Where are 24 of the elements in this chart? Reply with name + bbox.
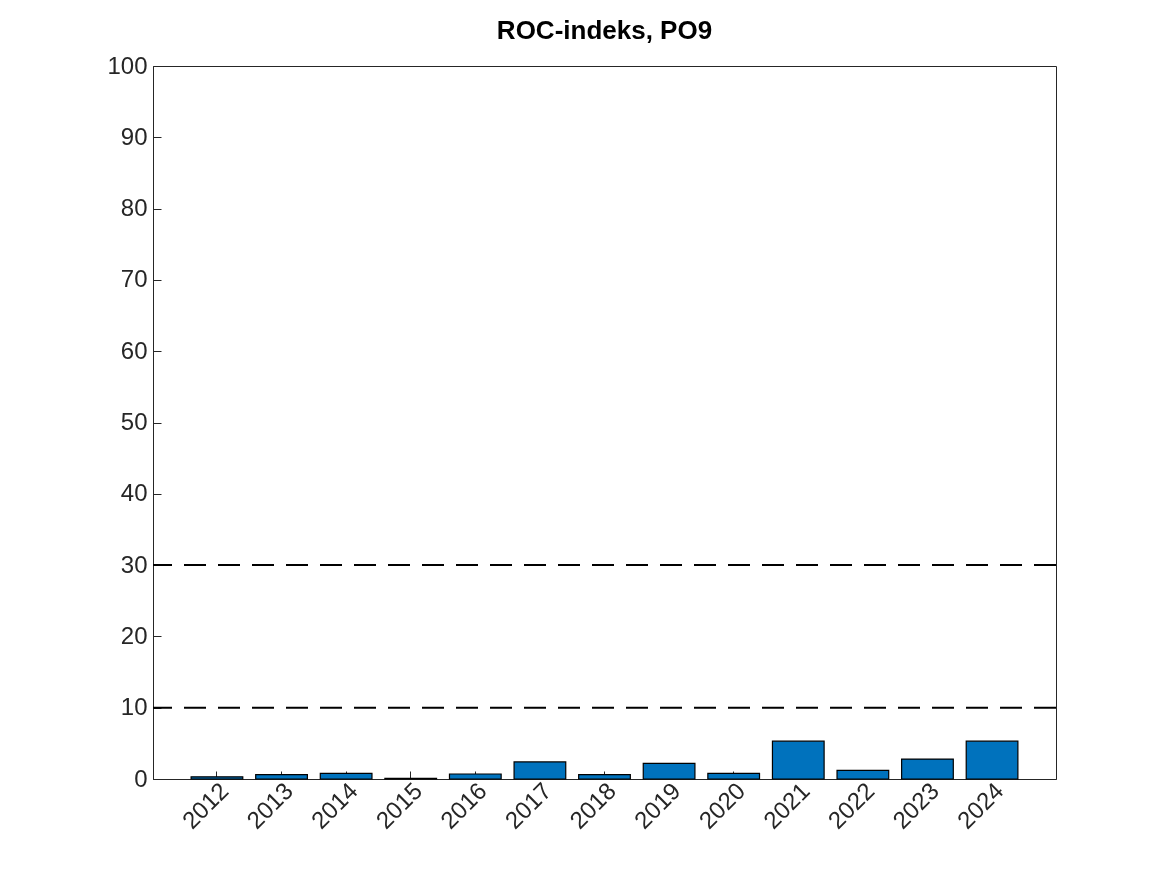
y-tick-label: 10 [120, 693, 148, 721]
y-tick-label: 90 [120, 122, 148, 150]
y-tick-label: 100 [107, 51, 148, 79]
y-tick-label: 50 [120, 408, 148, 435]
bar [190, 776, 244, 780]
bar [901, 758, 954, 780]
bar [771, 740, 825, 780]
bar [965, 740, 1019, 780]
y-tick-label: 60 [120, 336, 148, 364]
bar [836, 769, 890, 780]
y-tick-label: 70 [120, 265, 148, 293]
bar [707, 772, 761, 780]
y-tick-label: 30 [120, 550, 148, 578]
chart-title: ROC-indeks, PO9 [496, 15, 713, 45]
bar [578, 774, 631, 780]
y-tick-label: 0 [134, 764, 148, 792]
bar [319, 772, 373, 780]
bar [448, 773, 502, 780]
bar [642, 762, 696, 780]
y-tick-label: 80 [120, 194, 148, 222]
y-tick-label: 40 [120, 479, 148, 507]
bar [255, 774, 308, 780]
bar [513, 761, 567, 780]
y-tick-label: 20 [120, 621, 148, 649]
